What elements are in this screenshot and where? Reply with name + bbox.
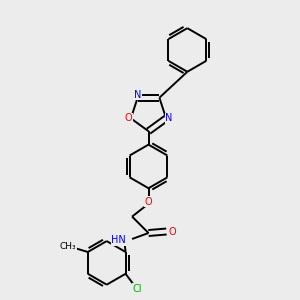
- Text: HN: HN: [111, 236, 126, 245]
- Text: Cl: Cl: [133, 284, 142, 294]
- Text: O: O: [169, 226, 176, 236]
- Text: CH₃: CH₃: [59, 242, 76, 250]
- Text: O: O: [145, 197, 152, 207]
- Text: O: O: [124, 113, 132, 123]
- Text: N: N: [165, 113, 173, 123]
- Text: N: N: [134, 90, 141, 100]
